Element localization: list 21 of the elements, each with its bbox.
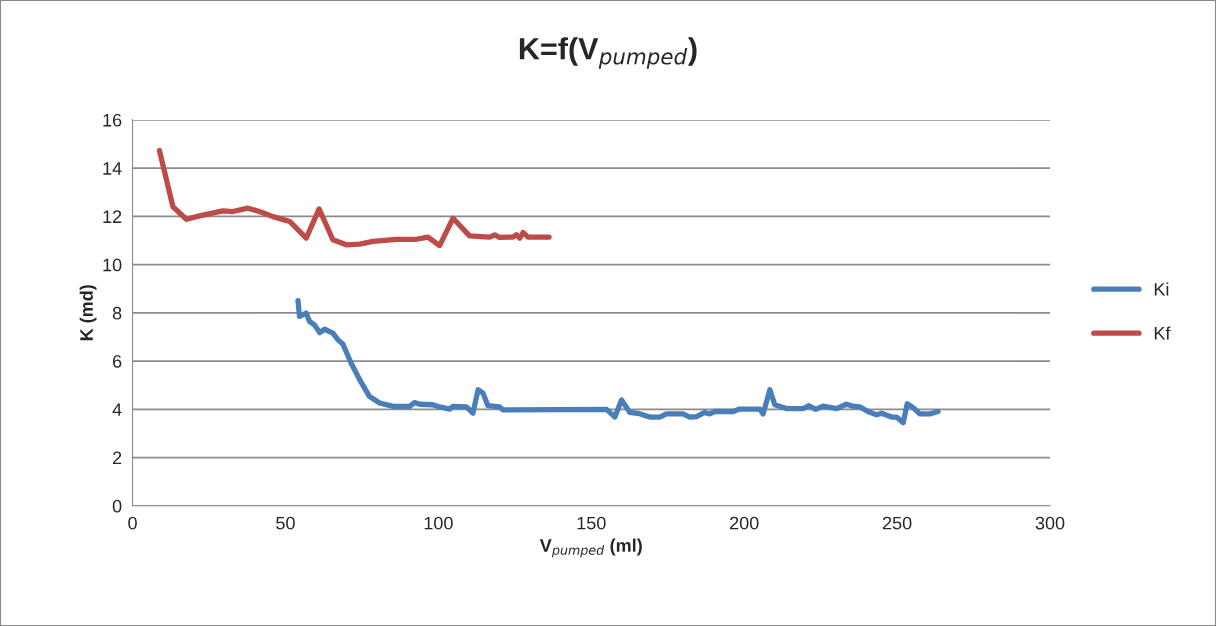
y-tick-label: 16 bbox=[103, 113, 122, 127]
y-tick-label: 6 bbox=[113, 355, 122, 368]
y-tick-label: 12 bbox=[103, 210, 122, 223]
x-tick-label: 250 bbox=[882, 516, 912, 530]
x-tick-label: 300 bbox=[1035, 516, 1065, 530]
x-tick-label: 100 bbox=[424, 516, 453, 530]
legend-label: Ki bbox=[1154, 282, 1169, 296]
y-tick-label: 8 bbox=[112, 306, 122, 320]
x-axis-title: V$_{pumped}$ (ml) bbox=[539, 538, 642, 558]
y-tick-label: 10 bbox=[103, 258, 122, 272]
y-tick-label: 14 bbox=[103, 162, 122, 175]
y-axis-title: K (md) bbox=[79, 285, 97, 341]
legend-label: Kf bbox=[1154, 326, 1171, 340]
x-tick-label: 200 bbox=[730, 516, 759, 530]
chart-title: K=f(V$_{pumped}$) bbox=[519, 37, 697, 69]
y-tick-label: 4 bbox=[112, 403, 122, 416]
x-tick-label: 150 bbox=[577, 516, 606, 530]
y-tick-label: 0 bbox=[112, 499, 122, 513]
x-tick-label: 0 bbox=[128, 516, 137, 530]
y-tick-label: 2 bbox=[113, 451, 122, 465]
x-tick-label: 50 bbox=[276, 516, 295, 530]
